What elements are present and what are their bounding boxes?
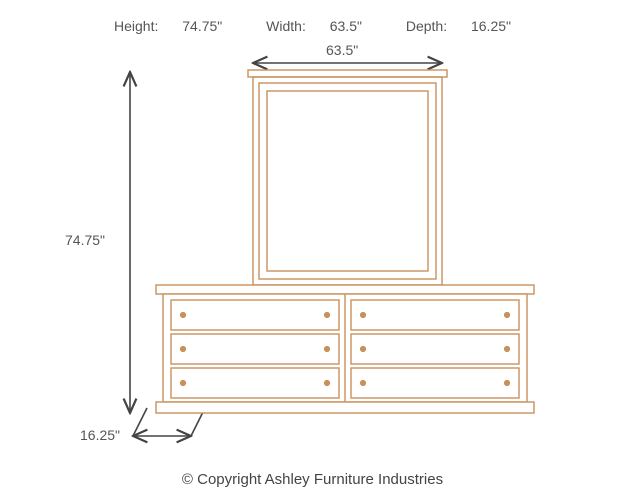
mirror <box>248 70 447 285</box>
dresser <box>156 285 534 413</box>
diagram-svg <box>0 0 625 500</box>
